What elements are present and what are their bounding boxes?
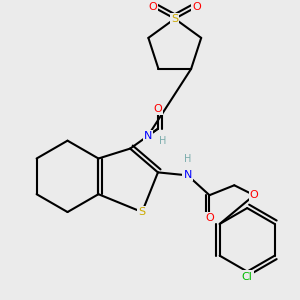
Text: Cl: Cl xyxy=(242,272,253,281)
Text: O: O xyxy=(205,213,214,223)
Text: N: N xyxy=(184,170,192,180)
Text: O: O xyxy=(192,2,201,12)
Text: N: N xyxy=(144,131,152,141)
Text: O: O xyxy=(148,2,157,12)
Text: O: O xyxy=(154,104,162,114)
Text: O: O xyxy=(250,190,259,200)
Text: S: S xyxy=(139,207,145,217)
Text: N: N xyxy=(144,131,152,141)
Text: S: S xyxy=(171,14,178,24)
Text: H: H xyxy=(159,136,167,146)
Text: H: H xyxy=(184,154,191,164)
Text: H: H xyxy=(159,136,167,146)
